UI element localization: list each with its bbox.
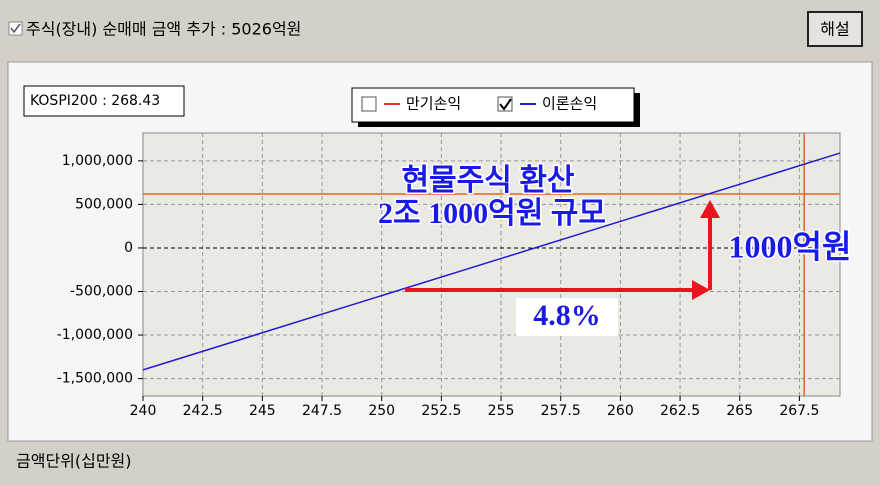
y-tick-label: -500,000 — [70, 283, 133, 299]
button-label: 해설 — [820, 20, 849, 39]
x-tick-label: 250 — [368, 403, 395, 419]
plot-area — [142, 132, 841, 397]
legend-label: 만기손익 — [406, 95, 461, 113]
line-series — [142, 152, 841, 371]
arrowhead — [692, 280, 710, 300]
x-tick-label: 267.5 — [779, 403, 819, 419]
y-tick-label: 1,000,000 — [62, 153, 133, 169]
y-tick-label: -1,500,000 — [57, 371, 133, 387]
annotation: 현물주식 환산 — [401, 164, 574, 197]
arrowhead — [700, 200, 720, 218]
x-tick-label: 242.5 — [183, 403, 223, 419]
x-tick-label: 262.5 — [660, 403, 700, 419]
x-tick-label: 247.5 — [302, 403, 342, 419]
x-tick-label: 255 — [488, 403, 515, 419]
legend-label: 이론손익 — [542, 95, 597, 113]
x-tick-label: 252.5 — [421, 403, 461, 419]
y-tick-label: 0 — [124, 240, 133, 256]
annotation: 1000억원 — [729, 228, 852, 264]
legend-checkbox[interactable] — [497, 96, 513, 112]
x-tick-label: 245 — [249, 403, 276, 419]
annotation-box — [516, 298, 618, 336]
x-tick-label: 240 — [130, 403, 157, 419]
y-tick-label: -1,000,000 — [57, 327, 133, 343]
y-tick-label: 500,000 — [75, 196, 133, 212]
annotation: 4.8% — [533, 299, 601, 332]
x-tick-label: 260 — [607, 403, 634, 419]
checkmark — [10, 23, 21, 34]
index-label: KOSPI200 : 268.43 — [30, 93, 160, 109]
x-tick-label: 265 — [726, 403, 753, 419]
annotation: 2조 1000억원 규모 — [378, 197, 606, 230]
help-button[interactable] — [807, 11, 863, 47]
legend-check — [499, 98, 512, 111]
footer-label: 금액단위(십만원) — [16, 452, 132, 471]
checkbox-label: 주식(장내) 순매매 금액 추가 : 5026억원 — [26, 20, 301, 39]
x-tick-label: 257.5 — [541, 403, 581, 419]
legend-checkbox[interactable] — [361, 96, 377, 112]
index-box — [23, 85, 185, 117]
